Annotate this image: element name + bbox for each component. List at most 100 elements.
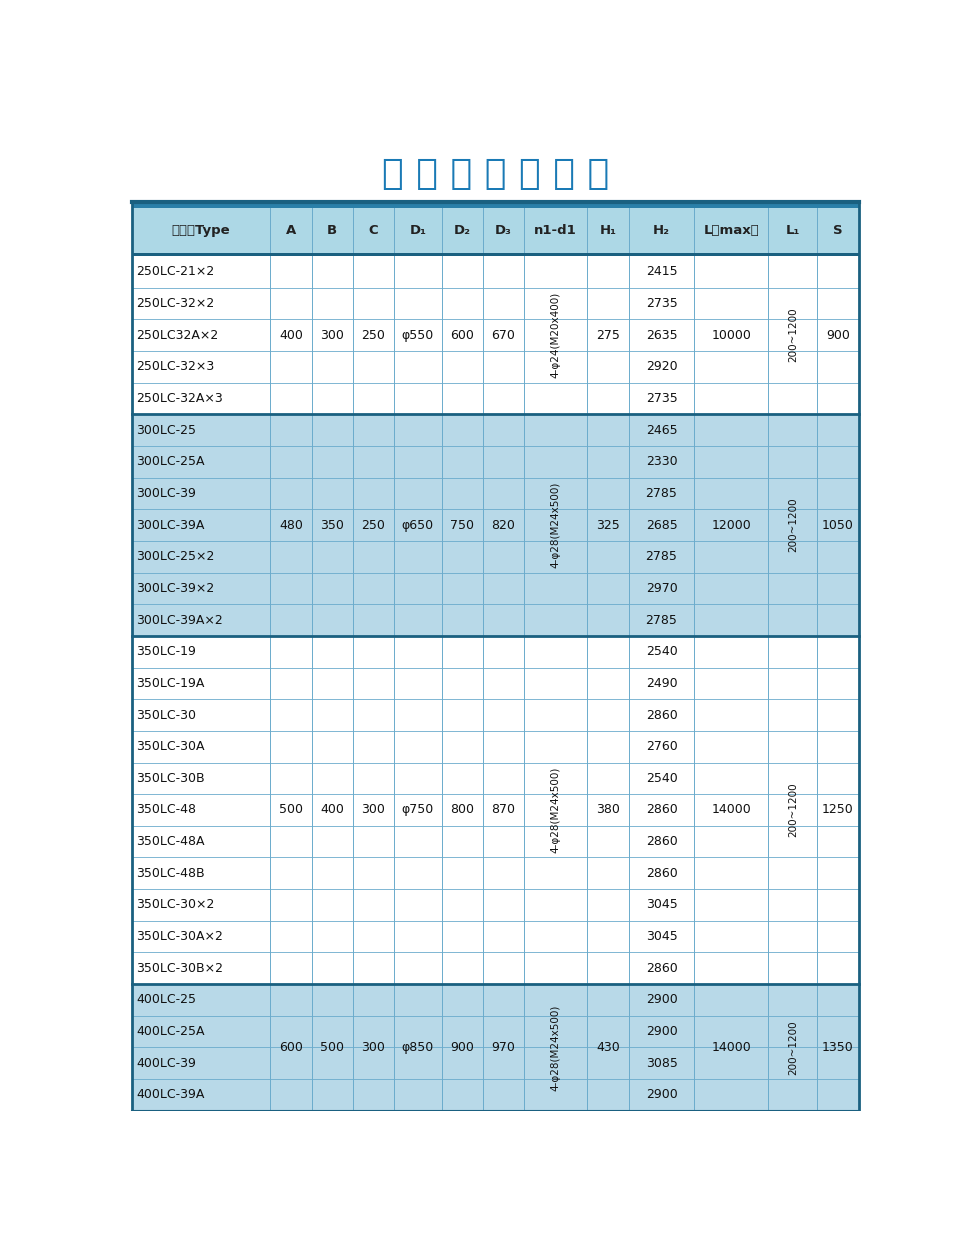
- Text: 3045: 3045: [645, 899, 677, 911]
- Text: 500: 500: [320, 1041, 344, 1053]
- Bar: [131, 202, 859, 208]
- Text: 400LC-39: 400LC-39: [136, 1057, 196, 1070]
- Text: 300: 300: [361, 804, 385, 816]
- Text: 2760: 2760: [645, 740, 677, 754]
- Text: 350LC-48: 350LC-48: [136, 804, 196, 816]
- Text: 2860: 2860: [645, 835, 677, 849]
- Text: 2900: 2900: [645, 1088, 677, 1102]
- Bar: [131, 256, 859, 414]
- Text: 350: 350: [320, 519, 344, 532]
- Text: 1350: 1350: [822, 1041, 854, 1053]
- Text: 14000: 14000: [711, 804, 752, 816]
- Text: 750: 750: [450, 519, 474, 532]
- Bar: [131, 414, 859, 636]
- Text: 480: 480: [279, 519, 303, 532]
- Text: 2900: 2900: [645, 1025, 677, 1038]
- Text: 350LC-30A×2: 350LC-30A×2: [136, 930, 223, 943]
- Text: 300LC-39: 300LC-39: [136, 487, 196, 500]
- Text: 300LC-25×2: 300LC-25×2: [136, 550, 214, 563]
- Text: 670: 670: [492, 328, 515, 342]
- Text: 4-φ28(M24x500): 4-φ28(M24x500): [551, 482, 560, 568]
- Text: 350LC-30×2: 350LC-30×2: [136, 899, 214, 911]
- Text: n1-d1: n1-d1: [534, 225, 577, 237]
- Text: 300LC-39A: 300LC-39A: [136, 519, 205, 532]
- Text: 300LC-39×2: 300LC-39×2: [136, 582, 214, 595]
- Bar: [131, 253, 859, 256]
- Text: 400: 400: [320, 804, 344, 816]
- Text: 2860: 2860: [645, 962, 677, 975]
- Text: 10000: 10000: [711, 328, 752, 342]
- Text: 外 形 安 装 尺 寸 表: 外 形 安 装 尺 寸 表: [382, 157, 609, 191]
- Text: 250LC32A×2: 250LC32A×2: [136, 328, 218, 342]
- Text: 300: 300: [361, 1041, 385, 1053]
- Text: S: S: [833, 225, 842, 237]
- Text: 2900: 2900: [645, 993, 677, 1006]
- Text: 400: 400: [279, 328, 303, 342]
- Text: 2735: 2735: [645, 392, 677, 404]
- Text: 2970: 2970: [645, 582, 677, 595]
- Text: 1250: 1250: [822, 804, 854, 816]
- Text: 325: 325: [596, 519, 620, 532]
- Text: φ750: φ750: [402, 804, 434, 816]
- Text: 300LC-25A: 300LC-25A: [136, 456, 205, 468]
- Text: 430: 430: [596, 1041, 620, 1053]
- Text: B: B: [327, 225, 337, 237]
- Text: C: C: [369, 225, 379, 237]
- Text: D₁: D₁: [410, 225, 426, 237]
- Text: 900: 900: [826, 328, 850, 342]
- Text: 2860: 2860: [645, 709, 677, 721]
- Text: 300LC-39A×2: 300LC-39A×2: [136, 614, 223, 626]
- Text: 3045: 3045: [645, 930, 677, 943]
- Text: 250: 250: [361, 519, 385, 532]
- Text: 2465: 2465: [645, 423, 677, 437]
- Text: 2860: 2860: [645, 867, 677, 880]
- Text: φ550: φ550: [402, 328, 434, 342]
- Text: 4-φ28(M24x500): 4-φ28(M24x500): [551, 766, 560, 854]
- Text: H₁: H₁: [600, 225, 616, 237]
- Text: 400LC-25: 400LC-25: [136, 993, 196, 1006]
- Text: 2330: 2330: [645, 456, 677, 468]
- Text: 350LC-30: 350LC-30: [136, 709, 196, 721]
- Text: 200~1200: 200~1200: [787, 1020, 798, 1075]
- Text: 4-φ28(M24x500): 4-φ28(M24x500): [551, 1005, 560, 1091]
- Text: 350LC-19A: 350LC-19A: [136, 676, 205, 690]
- Text: 1050: 1050: [822, 519, 854, 532]
- Text: 275: 275: [596, 328, 620, 342]
- Text: 3085: 3085: [645, 1057, 677, 1070]
- Text: 250LC-32×3: 250LC-32×3: [136, 361, 214, 373]
- Text: D₂: D₂: [454, 225, 470, 237]
- Text: 2785: 2785: [645, 487, 677, 500]
- Text: D₃: D₃: [495, 225, 512, 237]
- Text: 4-φ24(M20x400): 4-φ24(M20x400): [551, 292, 560, 378]
- Text: 200~1200: 200~1200: [787, 498, 798, 553]
- Text: L₁: L₁: [785, 225, 800, 237]
- Text: 500: 500: [279, 804, 303, 816]
- Bar: [131, 636, 859, 985]
- Bar: [131, 985, 859, 1111]
- Text: 900: 900: [450, 1041, 474, 1053]
- Text: 600: 600: [450, 328, 474, 342]
- Text: A: A: [286, 225, 296, 237]
- Text: 200~1200: 200~1200: [787, 308, 798, 362]
- Text: 200~1200: 200~1200: [787, 782, 798, 837]
- Text: 600: 600: [279, 1041, 303, 1053]
- Text: 380: 380: [596, 804, 620, 816]
- Text: 2860: 2860: [645, 804, 677, 816]
- Text: 2920: 2920: [645, 361, 677, 373]
- Text: 2540: 2540: [645, 645, 677, 658]
- Text: 350LC-30B: 350LC-30B: [136, 771, 205, 785]
- Text: 2785: 2785: [645, 614, 677, 626]
- Text: 870: 870: [492, 804, 516, 816]
- Text: 2635: 2635: [645, 328, 677, 342]
- Text: 2685: 2685: [645, 519, 677, 532]
- Text: 2785: 2785: [645, 550, 677, 563]
- Text: 350LC-30B×2: 350LC-30B×2: [136, 962, 223, 975]
- Text: 350LC-48A: 350LC-48A: [136, 835, 205, 849]
- Text: L（max）: L（max）: [703, 225, 759, 237]
- Text: φ850: φ850: [402, 1041, 434, 1053]
- Text: 泵型号Type: 泵型号Type: [172, 225, 230, 237]
- Text: φ650: φ650: [402, 519, 434, 532]
- Text: 250: 250: [361, 328, 385, 342]
- Text: 350LC-30A: 350LC-30A: [136, 740, 205, 754]
- Text: 14000: 14000: [711, 1041, 752, 1053]
